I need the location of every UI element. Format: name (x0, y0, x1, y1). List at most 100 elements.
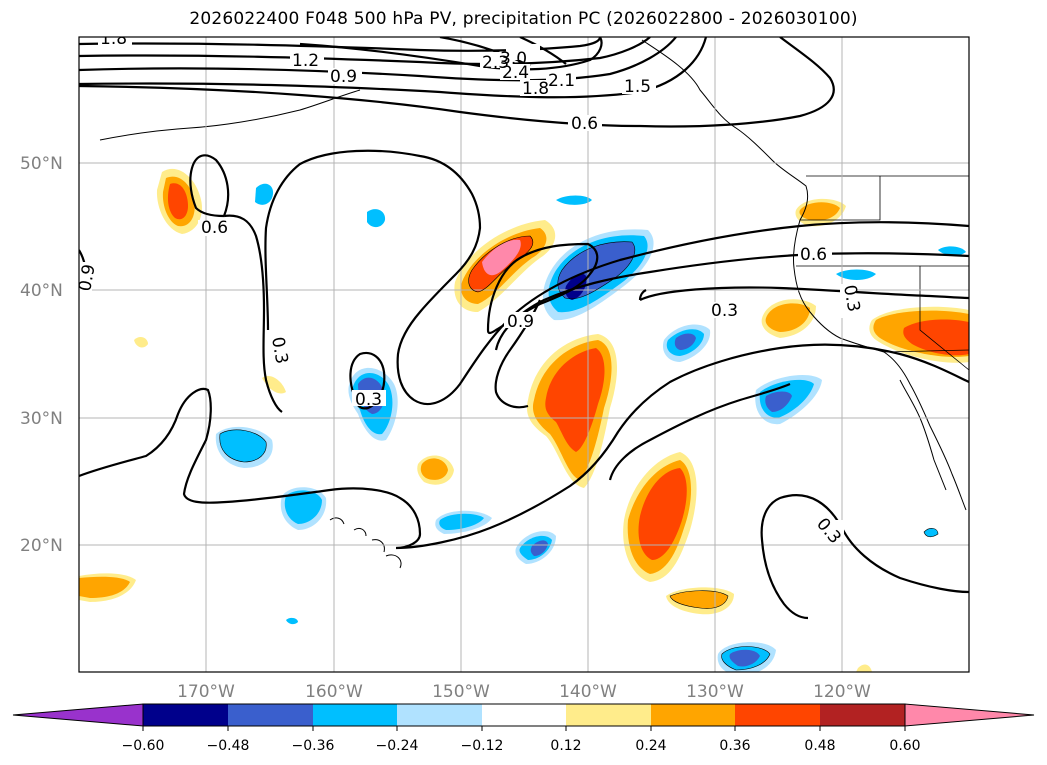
colorbar-ticks (142, 726, 906, 731)
precip-negative-region (765, 391, 792, 412)
precip-negative-region (286, 617, 298, 625)
outline-cold-tiny-se (923, 528, 939, 538)
map-title: 2026022400 F048 500 hPa PV, precipitatio… (189, 9, 858, 29)
colorbar-label: 0.36 (719, 738, 750, 754)
contour-label: 0.3 (839, 283, 863, 313)
precip-negative-region (219, 429, 267, 462)
outline-warm-se (669, 590, 729, 609)
precip-positive-region (799, 202, 840, 221)
colorbar-label: 0.12 (550, 738, 581, 754)
colorbar-label: −0.48 (207, 738, 250, 754)
precip-positive-region (262, 375, 286, 394)
pv-contour-03-south (79, 343, 969, 550)
precip-negative-region (255, 183, 274, 205)
outline-cold-hawaii-w (219, 429, 267, 463)
precip-negative-region (530, 540, 548, 556)
colorbar-label: −0.60 (122, 738, 165, 754)
contour-label: 1.8 (100, 29, 127, 49)
pv-contour-loop-west (264, 149, 969, 406)
precip-negative-region (556, 195, 592, 205)
colorbar-outline (142, 703, 906, 727)
contour-label: 1.5 (624, 77, 651, 97)
contour-label-bgs (79, 37, 856, 542)
contour-label: 0.6 (571, 114, 598, 134)
colorbar-swatch (397, 704, 482, 726)
precip-positive-region (856, 664, 872, 672)
contour-label: 1.8 (522, 79, 549, 99)
contour-label: 0.9 (330, 67, 357, 87)
colorbar-min-extend (12, 703, 144, 727)
precip-negative-region (729, 649, 760, 667)
colorbar-swatch (651, 704, 735, 726)
colorbar: −0.60 −0.48 −0.36 −0.24 −0.12 0.12 0.24 … (12, 703, 1035, 754)
colorbar-swatch (482, 704, 566, 726)
precip-positive-region (765, 303, 810, 332)
precip-positive-region (638, 468, 687, 560)
lon-tick-label: 120°W (813, 682, 871, 702)
colorbar-swatch (735, 704, 820, 726)
precip-positive-region (134, 337, 148, 348)
precip-positive-region (79, 576, 130, 598)
pv-contour-high-3 (79, 37, 677, 82)
contour-label: 2.1 (548, 71, 575, 91)
pv-contour-high-2 (79, 37, 651, 66)
pv-contour-03-east-tongue (638, 286, 969, 301)
precip-shading (79, 168, 969, 672)
pv-contour-high-6 (439, 37, 531, 67)
precip-negative-region (367, 209, 386, 228)
colorbar-max-extend (904, 703, 1035, 727)
map-plot-area: 1.8 1.2 0.9 2.3 3.0 2.4 2.1 1.8 1.5 0.6 … (75, 29, 969, 672)
colorbar-swatch (820, 704, 905, 726)
colorbar-label: −0.24 (376, 738, 419, 754)
lon-tick-label: 160°W (305, 682, 363, 702)
border-state-wa-or (800, 176, 881, 221)
precip-negative-region (674, 333, 696, 350)
precip-negative-region (836, 269, 876, 280)
colorbar-label: −0.36 (292, 738, 335, 754)
precip-negative-region (284, 490, 322, 524)
lat-axis: 50°N 40°N 30°N 20°N (20, 154, 63, 556)
pv-contour-03-pacific (608, 382, 791, 481)
precip-negative-region (924, 528, 938, 537)
contour-labels: 1.8 1.2 0.9 2.3 3.0 2.4 2.1 1.8 1.5 0.6 … (75, 29, 863, 548)
pv-contour-06-north (79, 37, 835, 128)
contour-label: 0.3 (267, 335, 291, 365)
border-mexico (883, 349, 969, 353)
lat-tick-label: 30°N (20, 409, 63, 429)
contour-label: 0.3 (711, 301, 738, 321)
colorbar-swatch (228, 704, 313, 726)
contour-label: 3.0 (500, 49, 527, 69)
colorbar-swatch (313, 704, 397, 726)
precip-positive-region (670, 590, 728, 609)
contour-label: 2.3 (482, 53, 509, 73)
precip-negative-region (938, 246, 966, 256)
contour-label: 0.9 (507, 312, 534, 332)
lat-tick-label: 40°N (20, 281, 63, 301)
lon-tick-label: 130°W (686, 682, 744, 702)
pv-contour-high-1 (79, 37, 602, 52)
coastline-baja (899, 379, 947, 491)
precip-positive-region (482, 239, 521, 276)
precip-positive-region (545, 348, 605, 452)
colorbar-label: 0.24 (635, 738, 666, 754)
outline-cold-north (557, 241, 636, 300)
contour-label: 0.3 (355, 390, 382, 410)
pv-contour-03-se (760, 494, 969, 620)
coastline-aleutians (99, 89, 361, 141)
coastline-hawaii (329, 517, 402, 569)
contour-label: 0.9 (75, 263, 99, 293)
precip-positive-region (167, 183, 188, 220)
contour-label: 1.2 (292, 51, 319, 71)
lon-tick-label: 140°W (559, 682, 617, 702)
border-state-nv (919, 266, 969, 371)
pv-contour-high-4 (79, 37, 708, 99)
shading-outlines (219, 235, 939, 671)
lon-axis: 170°W 160°W 150°W 140°W 130°W 120°W (177, 682, 871, 702)
outline-cold-se (721, 646, 771, 671)
contour-label: 2.4 (502, 63, 529, 83)
precip-negative-region (439, 513, 484, 530)
contour-label: 0.6 (800, 245, 827, 265)
precip-positive-region (420, 458, 448, 480)
lon-tick-label: 170°W (177, 682, 235, 702)
